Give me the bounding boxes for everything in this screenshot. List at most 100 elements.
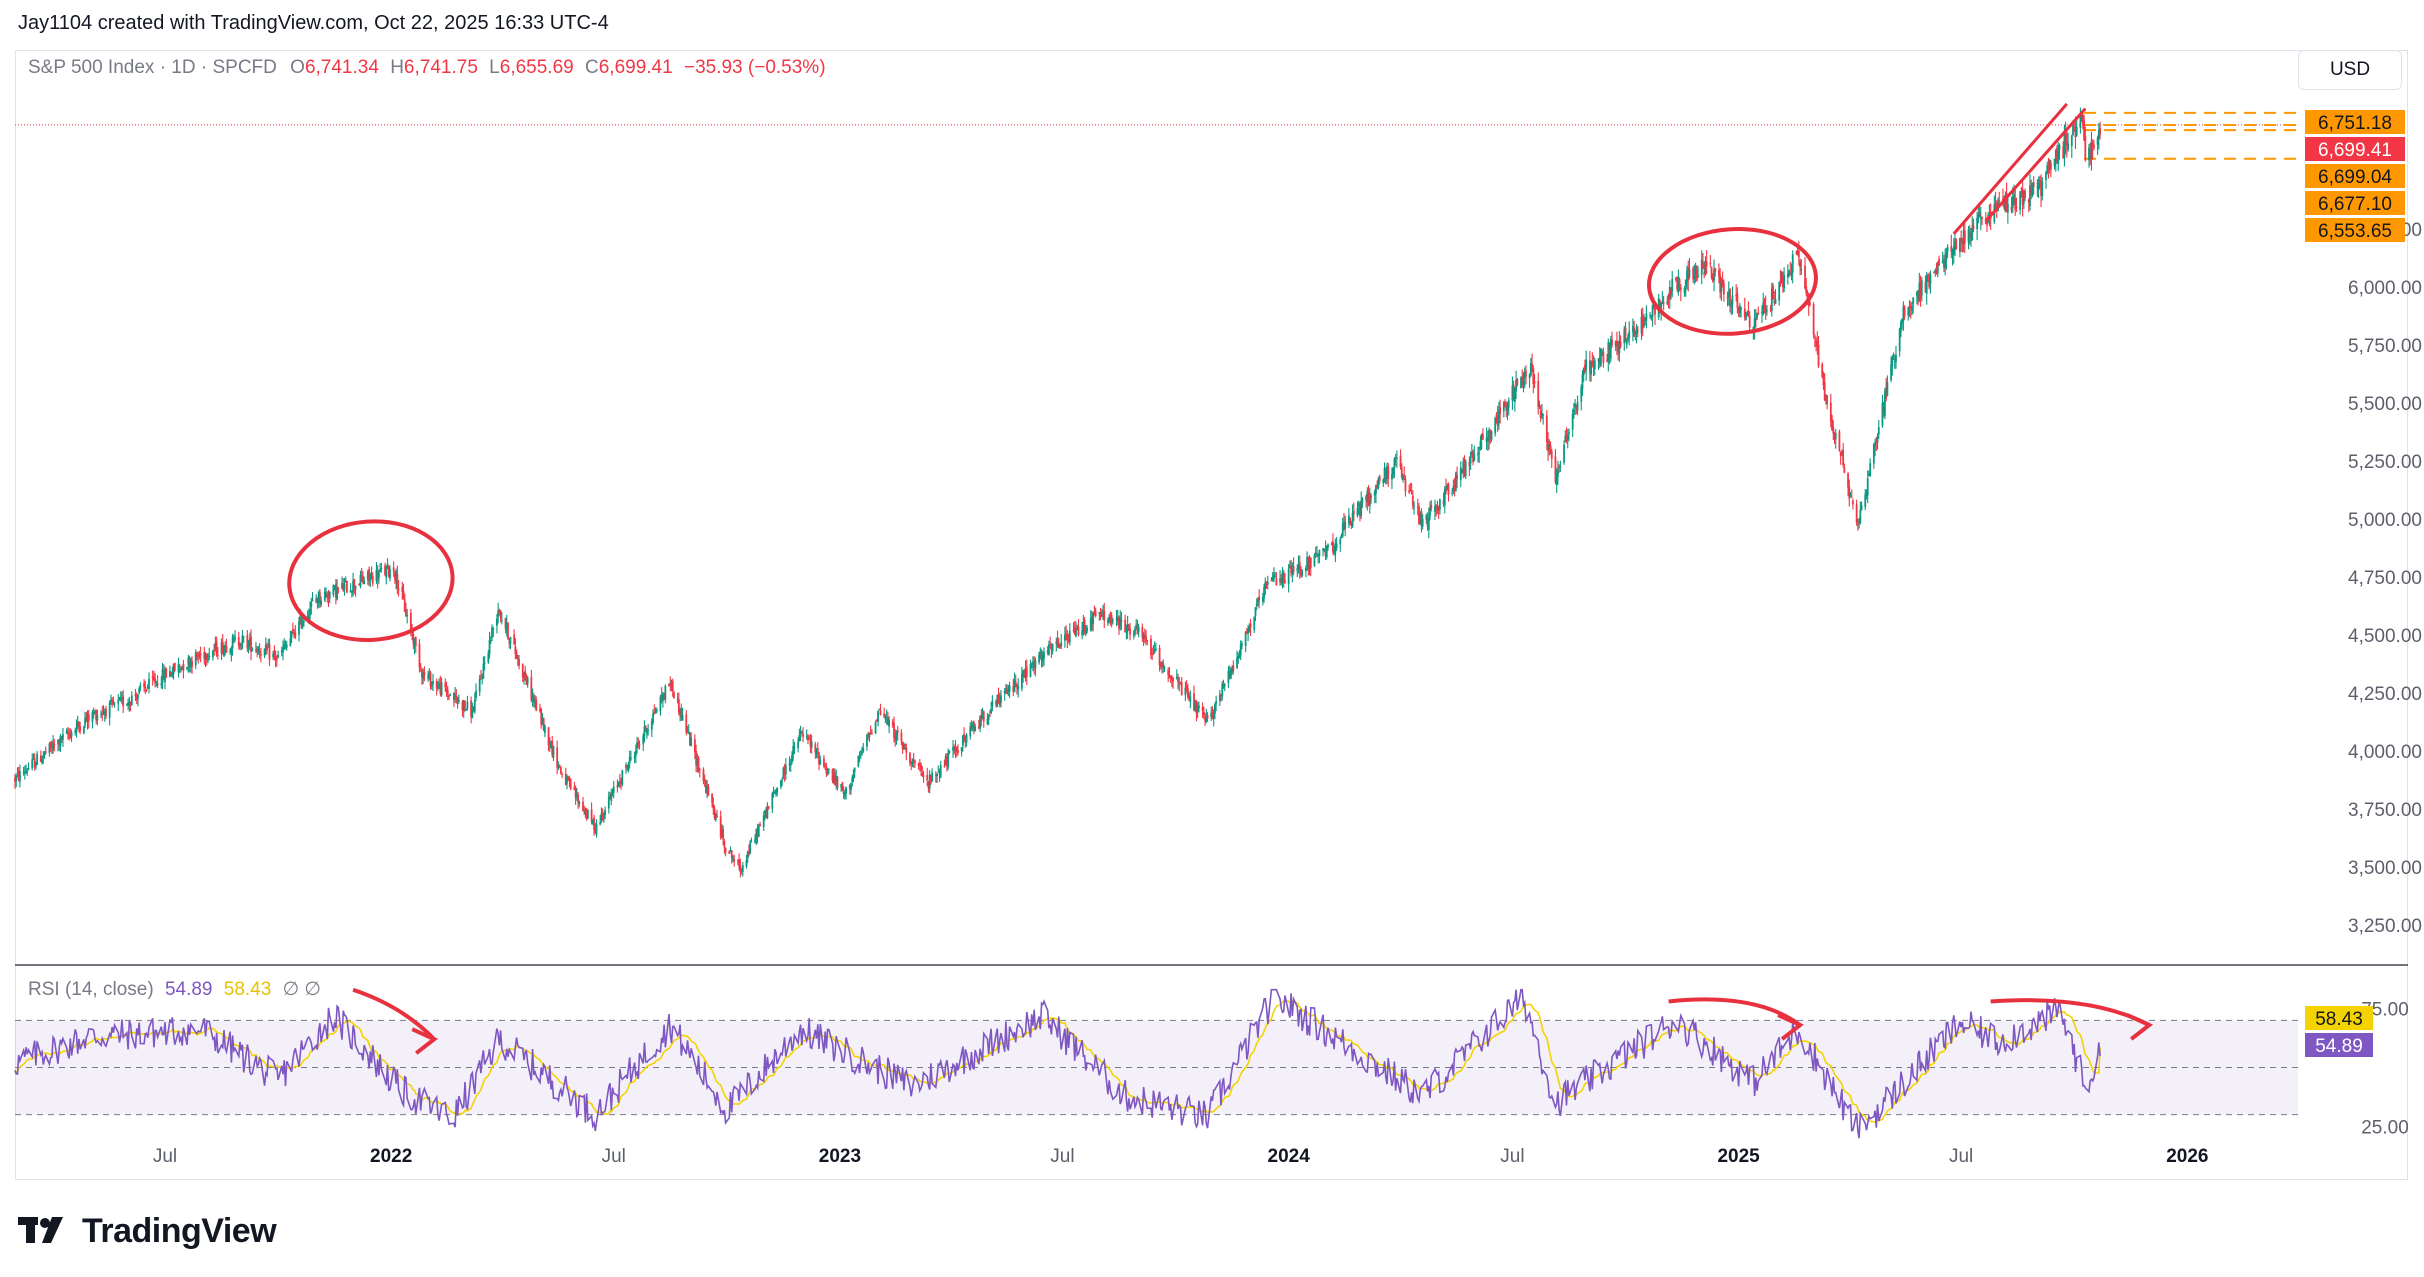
candle xyxy=(1600,348,1602,367)
candle-body xyxy=(1178,684,1180,685)
candle-body xyxy=(711,794,713,803)
candle-body xyxy=(1955,239,1957,249)
candle-body xyxy=(83,727,85,734)
candle-body xyxy=(639,744,641,745)
candle xyxy=(1052,643,1054,654)
candle xyxy=(457,697,459,709)
candle-body xyxy=(1155,649,1157,651)
candle-body xyxy=(1030,664,1032,677)
price-tick-label: 3,750.00 xyxy=(2348,800,2422,821)
candle xyxy=(1409,483,1411,492)
candle xyxy=(2097,136,2099,155)
candle-body xyxy=(1757,314,1759,315)
candle xyxy=(346,581,348,594)
candle xyxy=(1663,296,1665,310)
candle-body xyxy=(117,700,119,704)
candle-body xyxy=(1162,663,1164,667)
candle-body xyxy=(2024,191,2026,198)
candle xyxy=(131,691,133,706)
time-tick-label: 2025 xyxy=(1717,1146,1760,1167)
candle-body xyxy=(208,656,210,657)
candle-body xyxy=(396,574,398,589)
candle-body xyxy=(1873,444,1875,463)
tradingview-logo[interactable]: TradingView xyxy=(18,1212,276,1251)
candle-body xyxy=(1101,615,1103,616)
candle xyxy=(1729,288,1731,312)
candle-body xyxy=(1336,544,1338,549)
candle xyxy=(1314,553,1316,567)
candle-body xyxy=(712,804,714,808)
candle-body xyxy=(1706,261,1708,266)
candle-body xyxy=(283,645,285,650)
candle xyxy=(1814,334,1816,347)
candle-body xyxy=(1203,712,1205,715)
candle-body xyxy=(207,659,209,660)
candle xyxy=(1334,538,1336,562)
candle-body xyxy=(53,744,55,745)
candle xyxy=(1636,324,1638,343)
candle-body xyxy=(329,592,331,598)
candle-body xyxy=(277,655,279,657)
candle xyxy=(430,671,432,690)
candle xyxy=(1344,515,1346,536)
candle xyxy=(101,706,103,721)
candle-body xyxy=(146,689,148,690)
candle-body xyxy=(154,679,156,684)
price-tick-label: 4,750.00 xyxy=(2348,568,2422,589)
candle-body xyxy=(372,576,374,583)
candle xyxy=(883,708,885,718)
candle xyxy=(183,660,185,679)
candle-body xyxy=(1582,374,1584,389)
candle-body xyxy=(817,748,819,752)
candle xyxy=(1184,682,1186,701)
candle-body xyxy=(178,664,180,672)
candle-body xyxy=(432,681,434,684)
candle xyxy=(940,761,942,779)
candle xyxy=(256,646,258,657)
candle xyxy=(610,789,612,806)
candle-body xyxy=(1004,691,1006,693)
candle xyxy=(1835,429,1837,449)
candle xyxy=(208,648,210,660)
candle-body xyxy=(1537,381,1539,407)
candle xyxy=(269,639,271,667)
candle-body xyxy=(703,770,705,781)
candle-body xyxy=(1069,631,1071,642)
candle-body xyxy=(1301,571,1303,576)
candle-body xyxy=(2045,173,2047,180)
candle-body xyxy=(1626,342,1628,344)
candle-body xyxy=(276,659,278,660)
candle-body xyxy=(1714,268,1716,272)
candle-body xyxy=(634,757,636,759)
candle-body xyxy=(883,713,885,717)
time-tick-label: 2024 xyxy=(1268,1146,1311,1167)
candle xyxy=(869,733,871,742)
candle-body xyxy=(1981,218,1983,219)
candle-body xyxy=(1112,620,1114,621)
candle xyxy=(527,676,529,688)
candle-body xyxy=(1637,330,1639,331)
candle-body xyxy=(2041,181,2043,196)
candle xyxy=(1121,612,1123,630)
candle-body xyxy=(1542,415,1544,416)
candle-body xyxy=(464,701,466,708)
candle xyxy=(1448,482,1450,501)
candle-body xyxy=(535,700,537,711)
candle xyxy=(197,651,199,663)
candle-body xyxy=(1167,670,1169,675)
candle-body xyxy=(217,655,219,656)
candle-body xyxy=(1128,626,1130,627)
candle-body xyxy=(238,637,240,645)
candle xyxy=(92,710,94,729)
candle xyxy=(1765,296,1767,320)
candle-body xyxy=(1422,519,1424,527)
candle-body xyxy=(559,765,561,767)
candle-body xyxy=(1026,667,1028,677)
price-tick-label: 3,500.00 xyxy=(2348,858,2422,879)
rsi-tick-label: 25.00 xyxy=(2361,1117,2409,1138)
price-label-text: 6,699.04 xyxy=(2318,167,2392,188)
candle-body xyxy=(1818,345,1820,366)
candle xyxy=(2071,135,2073,158)
candle-body xyxy=(195,652,197,665)
